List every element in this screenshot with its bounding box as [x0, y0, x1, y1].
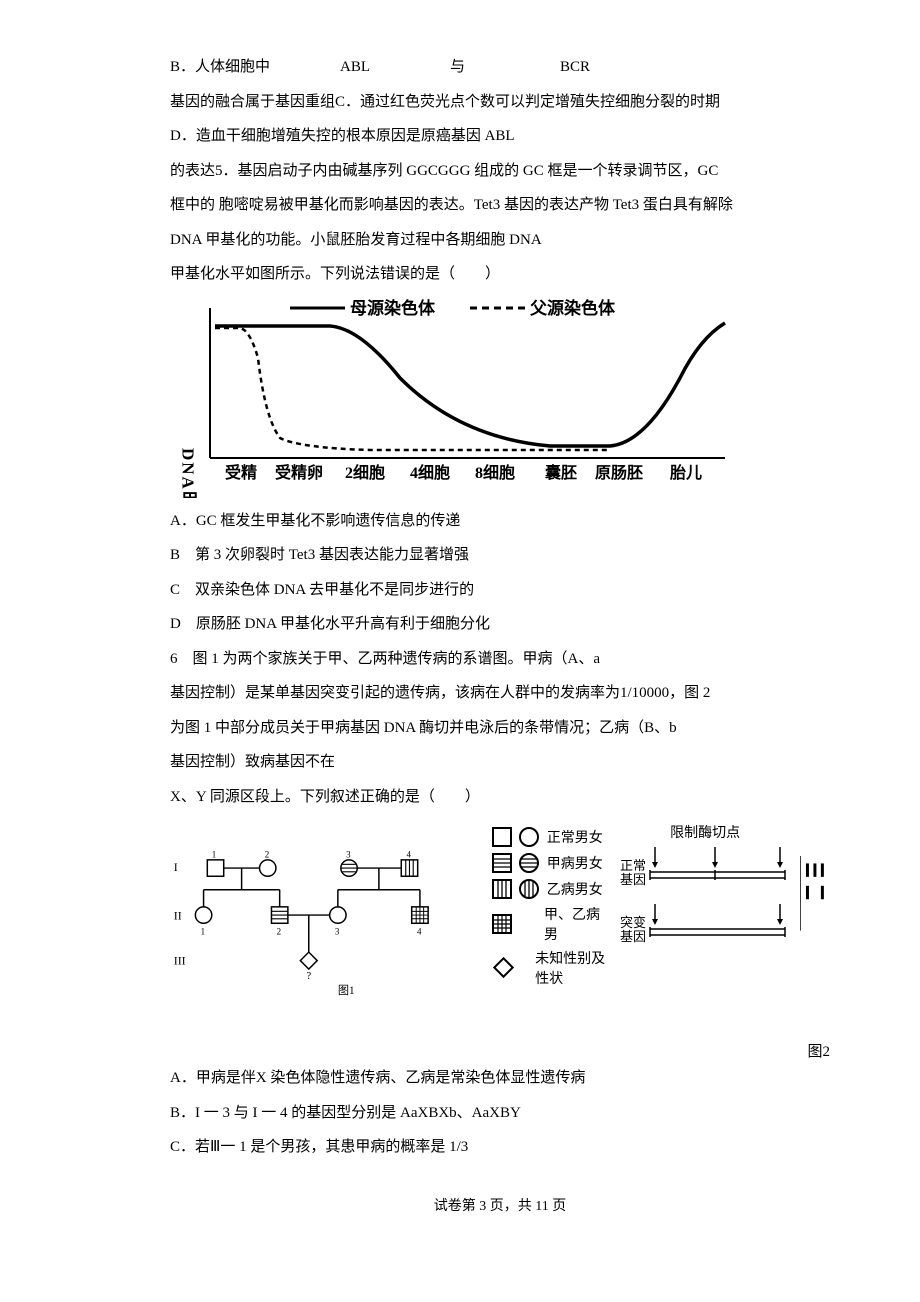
text: B．人体细胞中: [170, 50, 340, 85]
y-axis-label: DNA甲基化水平: [179, 448, 200, 498]
legend-label: 甲、乙病男: [544, 904, 610, 944]
legend-both: 甲、乙病男: [491, 904, 610, 944]
legend-label: 甲病男女: [547, 853, 603, 873]
gen-label: II: [174, 909, 182, 923]
footer-text: 试卷第: [434, 1199, 476, 1214]
footer-text: 页: [552, 1199, 566, 1214]
pedigree-diagram: I 1 2 3 4: [170, 822, 491, 1032]
document-page: B．人体细胞中 ABL 与 BCR 基因的融合属于基因重组C．通过红色荧光点个数…: [0, 0, 920, 1245]
option-a: A．GC 框发生甲基化不影响遗传信息的传递: [170, 504, 830, 539]
x-label: 4细胞: [410, 463, 450, 482]
x-label: 受精: [225, 463, 257, 482]
text-line: 甲基化水平如图所示。下列说法错误的是（ ）: [170, 257, 830, 292]
footer-page: 3: [479, 1199, 486, 1214]
svg-text:2: 2: [277, 926, 281, 936]
gen-label: III: [174, 953, 186, 967]
text-line: D．造血干细胞增殖失控的根本原因是原癌基因 ABL: [170, 119, 830, 154]
option-a: A．甲病是伴X 染色体隐性遗传病、乙病是常染色体显性遗传病: [170, 1061, 830, 1096]
gene-cut-diagram: 限制酶切点 正常 基因: [620, 822, 790, 966]
legend-label: 正常男女: [547, 827, 603, 847]
x-label: 胎儿: [670, 463, 702, 482]
text: ABL: [340, 50, 450, 85]
svg-text:4: 4: [406, 850, 411, 860]
text-line: X、Y 同源区段上。下列叙述正确的是（ ）: [170, 780, 830, 815]
option-d: D 原肠胚 DNA 甲基化水平升高有利于细胞分化: [170, 607, 830, 642]
fig2-label: 图2: [807, 1040, 830, 1061]
legend-normal: 正常男女: [491, 826, 610, 848]
legend-unknown: 未知性别及性状: [491, 948, 610, 988]
legend-label: 乙病男女: [547, 879, 603, 899]
text-line: 6 图 1 为两个家族关于甲、乙两种遗传病的系谱图。甲病（A、a: [170, 642, 830, 677]
x-label: 囊胚: [544, 463, 577, 482]
fig-labels: 图2: [170, 1040, 830, 1061]
x-label: 8细胞: [475, 463, 515, 482]
svg-text:3: 3: [335, 926, 340, 936]
option-c: C 双亲染色体 DNA 去甲基化不是同步进行的: [170, 573, 830, 608]
text-line: DNA 甲基化的功能。小鼠胚胎发育过程中各期细胞 DNA: [170, 223, 830, 258]
text-line: 为图 1 中部分成员关于甲病基因 DNA 酶切并电泳后的条带情况；乙病（B、b: [170, 711, 830, 746]
text: 与: [450, 50, 560, 85]
page-footer: 试卷第 3 页，共 11 页: [170, 1195, 830, 1215]
text-line: 基因的融合属于基因重组C．通过红色荧光点个数可以判定增殖失控细胞分裂的时期: [170, 85, 830, 120]
text-line: 基因控制）是某单基因突变引起的遗传病，该病在人群中的发病率为1/10000，图 …: [170, 676, 830, 711]
mutant-gene-label: 突变: [620, 915, 646, 930]
legend-dash: 父源染色体: [529, 298, 616, 318]
gen-label: I: [174, 860, 178, 874]
svg-text:基因: 基因: [620, 929, 646, 944]
svg-text:?: ?: [307, 971, 312, 982]
figures-row: I 1 2 3 4: [170, 822, 830, 1032]
text-line: B．人体细胞中 ABL 与 BCR: [170, 50, 830, 85]
svg-text:1: 1: [201, 926, 205, 936]
cut-label: 限制酶切点: [620, 822, 790, 842]
normal-gene-label: 正常: [620, 858, 646, 873]
legend-label: 未知性别及性状: [535, 948, 610, 988]
svg-text:1: 1: [212, 850, 216, 860]
gel-bands: [800, 822, 830, 972]
footer-text: 页，共: [490, 1199, 532, 1214]
svg-text:基因: 基因: [620, 872, 646, 887]
legend-jia: 甲病男女: [491, 852, 610, 874]
legend-solid: 母源染色体: [350, 298, 436, 318]
legend-yi: 乙病男女: [491, 878, 610, 900]
x-label: 原肠胚: [595, 464, 643, 482]
pedigree-legend: 正常男女 甲病男女 乙病男女: [491, 822, 610, 992]
svg-text:3: 3: [346, 850, 351, 860]
svg-text:4: 4: [417, 926, 422, 936]
x-label: 受精卵: [275, 463, 323, 482]
option-b: B 第 3 次卵裂时 Tet3 基因表达能力显著增强: [170, 538, 830, 573]
methylation-chart: DNA甲基化水平 母源染色体 父源染色体 受精 受精卵 2细胞 4细胞 8细胞 …: [170, 298, 730, 498]
footer-total: 11: [535, 1199, 548, 1214]
svg-text:2: 2: [265, 850, 269, 860]
text-line: 框中的 胞嘧啶易被甲基化而影响基因的表达。Tet3 基因的表达产物 Tet3 蛋…: [170, 188, 830, 223]
text-line: 的表达5．基因启动子内由碱基序列 GGCGGG 组成的 GC 框是一个转录调节区…: [170, 154, 830, 189]
text-line: 基因控制）致病基因不在: [170, 745, 830, 780]
option-c: C．若Ⅲ一 1 是个男孩，其患甲病的概率是 1/3: [170, 1130, 830, 1165]
text: BCR: [560, 50, 590, 85]
option-b: B．I 一 3 与 I 一 4 的基因型分别是 AaXBXb、AaXBY: [170, 1096, 830, 1131]
x-label: 2细胞: [345, 463, 385, 482]
fig1-label: 图1: [338, 984, 355, 997]
